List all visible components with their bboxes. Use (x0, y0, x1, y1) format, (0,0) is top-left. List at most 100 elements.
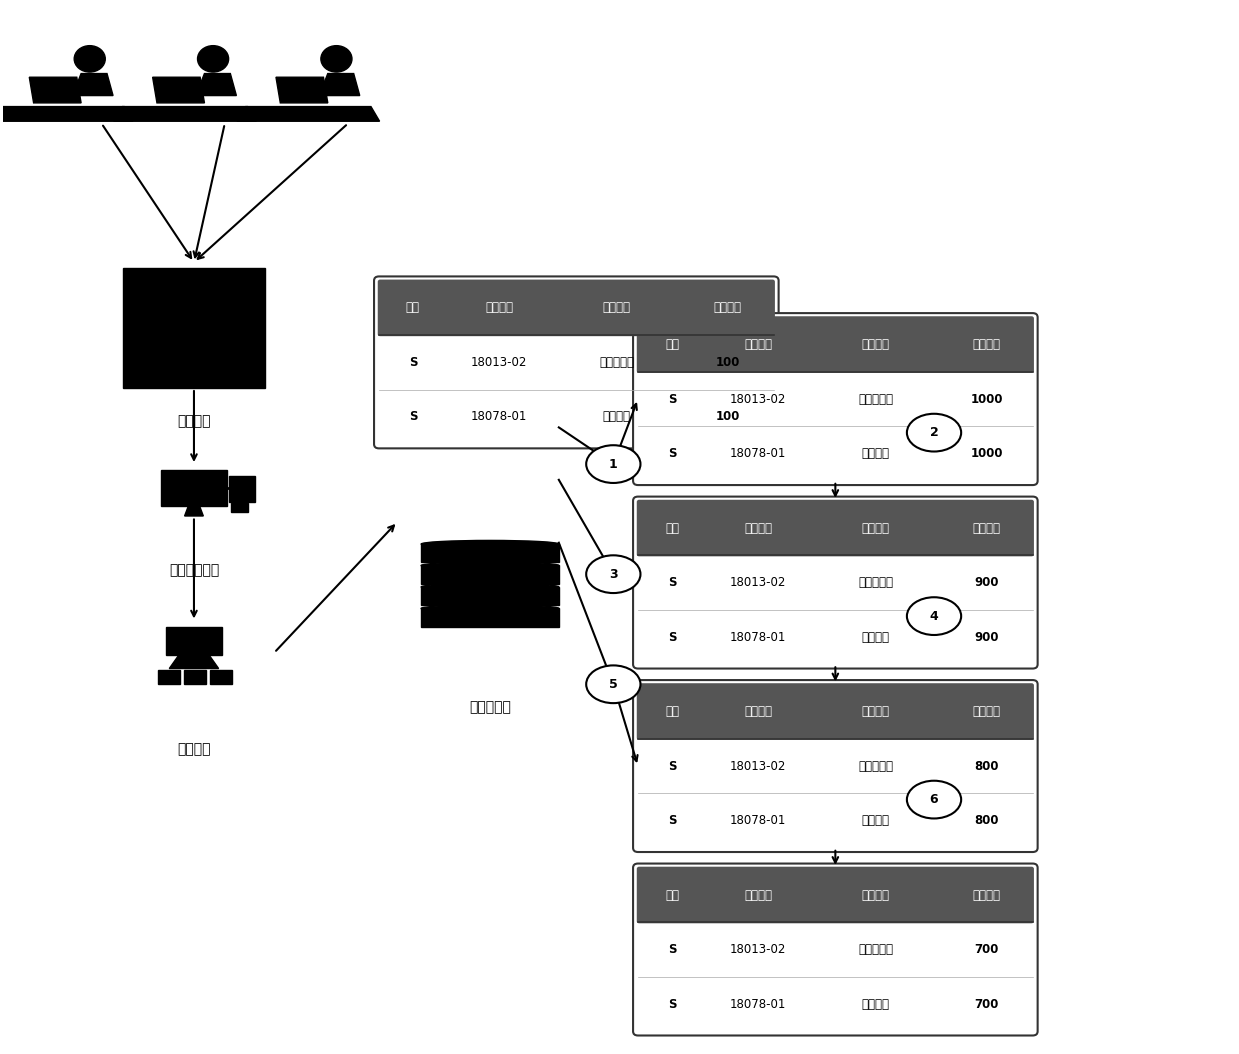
Bar (123, 268, 265, 388)
Circle shape (74, 45, 105, 72)
Polygon shape (170, 656, 218, 668)
Text: 18078-01: 18078-01 (730, 447, 787, 461)
Text: 18078-01: 18078-01 (730, 997, 787, 1011)
Polygon shape (237, 106, 379, 121)
Text: S: S (668, 997, 676, 1011)
Polygon shape (196, 74, 237, 96)
Text: 18013-02: 18013-02 (471, 356, 528, 369)
Ellipse shape (907, 598, 961, 635)
Text: 美白日霜: 美白日霜 (861, 997, 890, 1011)
Text: 订单队列: 订单队列 (177, 742, 211, 756)
Text: 700: 700 (974, 943, 999, 956)
FancyBboxPatch shape (637, 316, 1033, 373)
Bar (421, 544, 559, 562)
FancyBboxPatch shape (378, 279, 774, 336)
Bar (421, 587, 559, 605)
Text: 900: 900 (974, 630, 999, 644)
Text: 美白日霜: 美白日霜 (861, 447, 890, 461)
Text: S: S (668, 447, 676, 461)
FancyBboxPatch shape (633, 313, 1037, 485)
Text: 产品编号: 产品编号 (745, 338, 772, 351)
Ellipse shape (586, 445, 641, 483)
Text: 18013-02: 18013-02 (730, 943, 787, 956)
Text: 货仓: 货仓 (665, 338, 679, 351)
Ellipse shape (421, 583, 559, 590)
Ellipse shape (421, 541, 559, 548)
Polygon shape (72, 74, 113, 96)
FancyBboxPatch shape (374, 276, 778, 448)
Bar (166, 626, 222, 656)
Bar (229, 476, 255, 502)
Text: 产品数量: 产品数量 (973, 705, 1000, 718)
Text: S: S (668, 577, 676, 589)
Text: 产品数量: 产品数量 (973, 338, 1000, 351)
Text: 美白日霜: 美白日霜 (861, 630, 890, 644)
Polygon shape (30, 77, 81, 103)
Text: 产品数量: 产品数量 (973, 522, 1000, 534)
Text: 数据库系统: 数据库系统 (470, 700, 510, 714)
Text: 增健口服液: 增健口服液 (857, 392, 893, 406)
Text: 货仓: 货仓 (665, 522, 679, 534)
Text: 800: 800 (974, 760, 999, 773)
Text: 6: 6 (929, 793, 938, 806)
Text: 1: 1 (608, 457, 618, 470)
FancyBboxPatch shape (637, 500, 1033, 557)
Polygon shape (114, 106, 256, 121)
Text: S: S (409, 356, 418, 369)
Bar (209, 669, 232, 684)
Polygon shape (185, 506, 203, 516)
Text: 18013-02: 18013-02 (730, 760, 787, 773)
Text: 2: 2 (929, 426, 938, 440)
Bar (159, 669, 180, 684)
Text: S: S (409, 410, 418, 424)
Bar (161, 470, 227, 506)
Text: 产品名称: 产品名称 (861, 705, 890, 718)
Text: 美白日霜: 美白日霜 (602, 410, 631, 424)
Text: 800: 800 (974, 814, 999, 827)
Text: 5: 5 (608, 678, 618, 690)
Text: 订单处理系统: 订单处理系统 (169, 564, 219, 578)
Circle shape (321, 45, 352, 72)
Text: S: S (668, 814, 676, 827)
Bar (185, 669, 206, 684)
Text: 18013-02: 18013-02 (730, 392, 787, 406)
Text: 货仓: 货仓 (665, 705, 679, 718)
FancyBboxPatch shape (633, 680, 1037, 852)
Text: 增健口服液: 增健口服液 (598, 356, 634, 369)
Text: 18078-01: 18078-01 (471, 410, 528, 424)
Text: 美白日霜: 美白日霜 (861, 814, 890, 827)
Text: 产品编号: 产品编号 (745, 705, 772, 718)
Text: S: S (668, 943, 676, 956)
Text: S: S (668, 392, 676, 406)
Text: 产品编号: 产品编号 (486, 301, 513, 314)
Text: 100: 100 (715, 410, 740, 424)
Text: S: S (668, 760, 676, 773)
Ellipse shape (421, 562, 559, 569)
Text: 订单录入: 订单录入 (177, 414, 211, 428)
Bar (421, 566, 559, 584)
Text: 增健口服液: 增健口服液 (857, 577, 893, 589)
Ellipse shape (586, 665, 641, 703)
Polygon shape (320, 74, 359, 96)
Ellipse shape (907, 414, 961, 451)
Text: 3: 3 (610, 568, 618, 581)
Ellipse shape (586, 555, 641, 593)
Text: 产品编号: 产品编号 (745, 522, 772, 534)
Text: 货仓: 货仓 (665, 889, 679, 901)
Ellipse shape (421, 605, 559, 612)
Text: 增健口服液: 增健口服液 (857, 943, 893, 956)
Text: 100: 100 (715, 356, 740, 369)
Text: 18013-02: 18013-02 (730, 577, 787, 589)
FancyBboxPatch shape (637, 683, 1033, 740)
Circle shape (197, 45, 229, 72)
Text: 700: 700 (974, 997, 999, 1011)
Text: 产品名称: 产品名称 (861, 522, 890, 534)
Text: 产品数量: 产品数量 (973, 889, 1000, 901)
Text: 产品名称: 产品名称 (602, 301, 631, 314)
Ellipse shape (907, 781, 961, 819)
Polygon shape (276, 77, 328, 103)
FancyBboxPatch shape (633, 863, 1037, 1035)
Text: 货仓: 货仓 (406, 301, 420, 314)
Text: 产品名称: 产品名称 (861, 889, 890, 901)
FancyBboxPatch shape (633, 496, 1037, 668)
